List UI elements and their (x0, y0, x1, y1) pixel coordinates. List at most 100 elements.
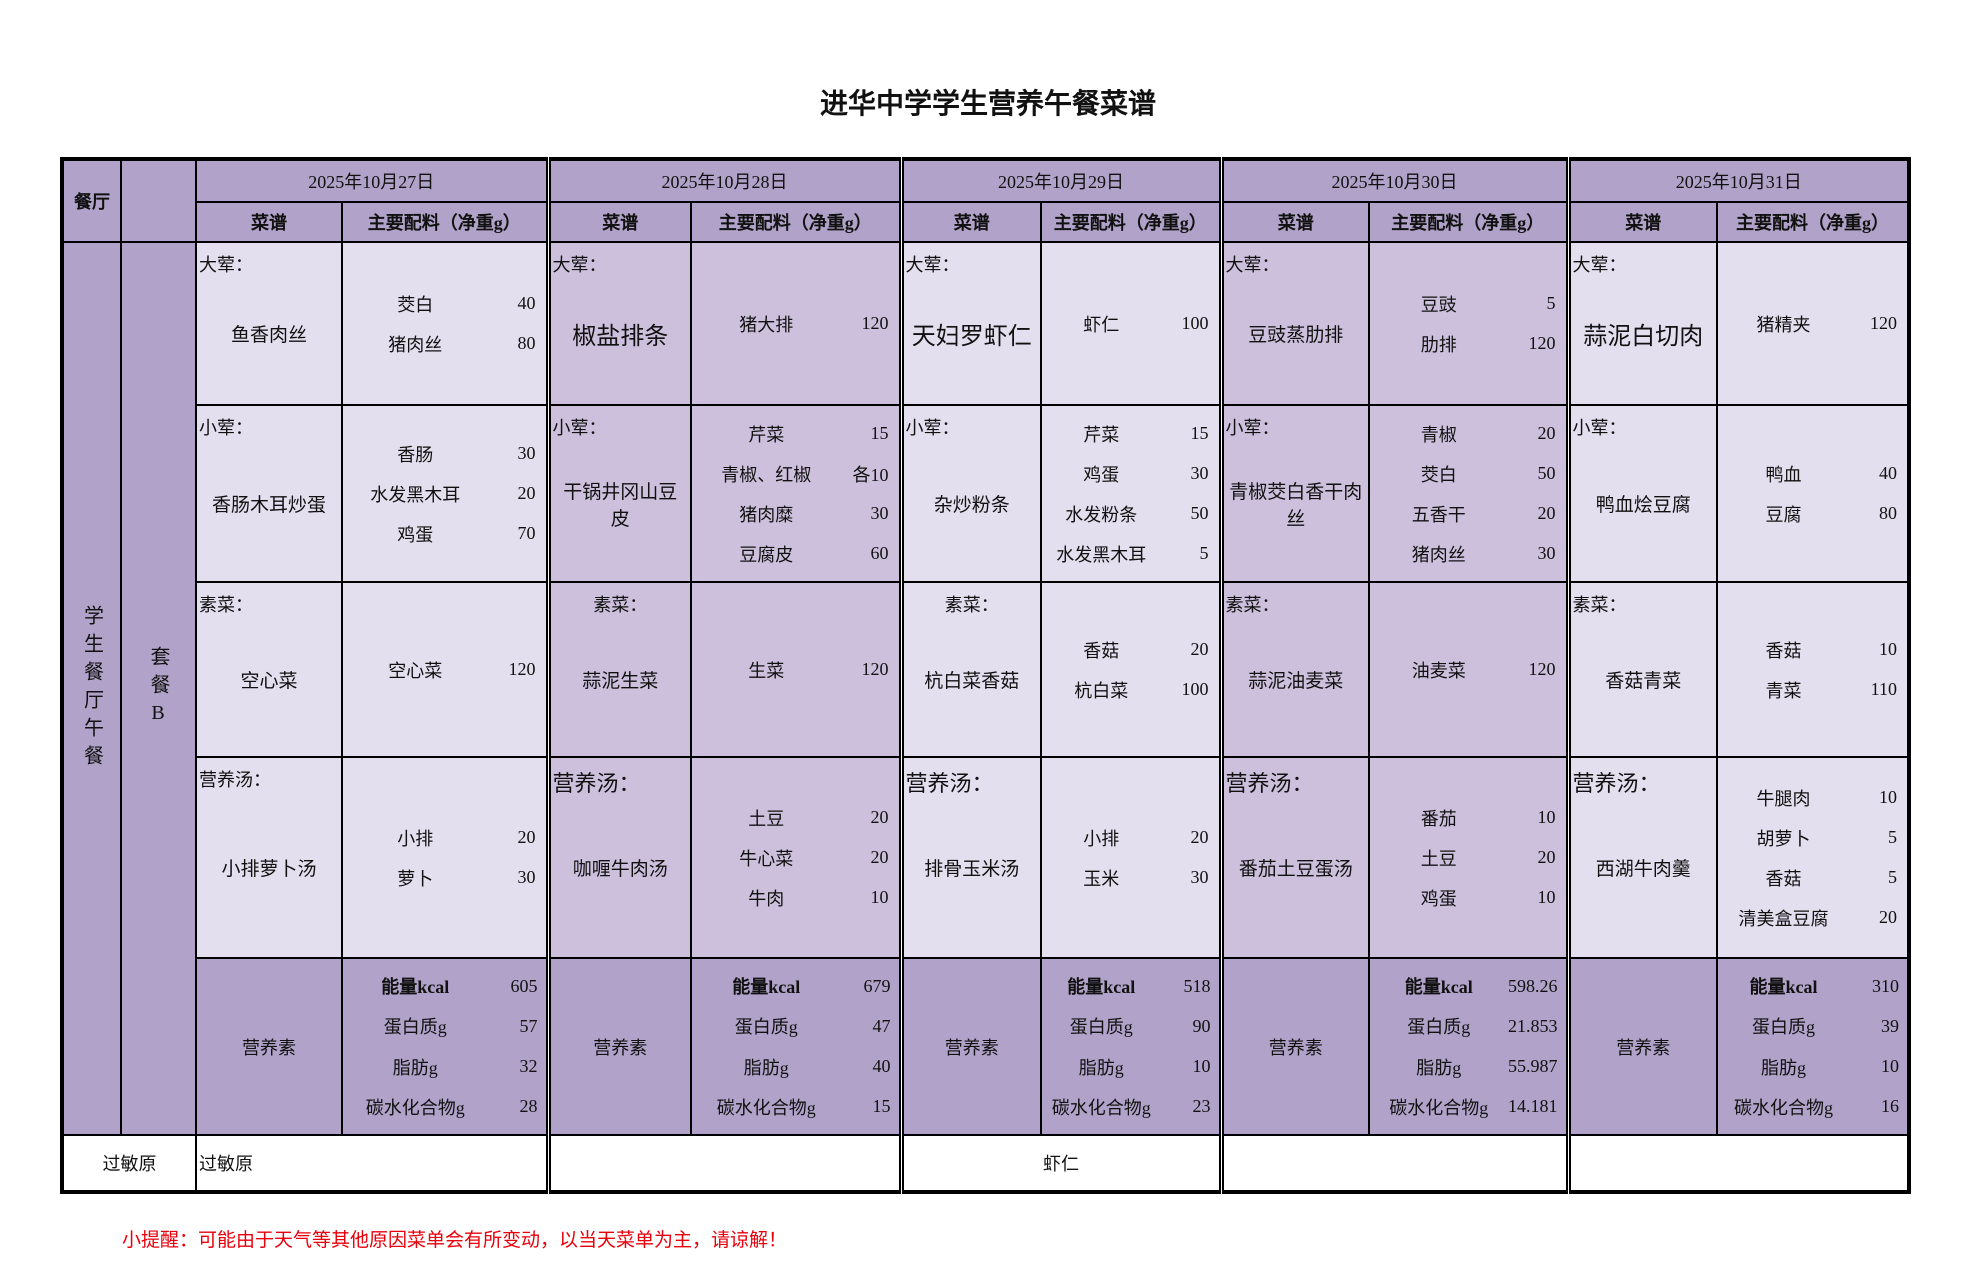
ingredient-name: 青椒 (1420, 424, 1457, 445)
ingredient-amount: 120 (1870, 313, 1897, 333)
nutrition-item: 碳水化合物g 16 (1722, 1094, 1903, 1120)
date-row: 餐厅 2025年10月27日 2025年10月28日 2025年10月29日 2025年… (61, 158, 1910, 243)
ingredient-name: 肋排 (1420, 334, 1457, 355)
dish-category: 小荤： (199, 418, 253, 438)
dish-cell: 小荤： 鸭血烩豆腐 (1565, 404, 1718, 583)
dish-category: 营养汤： (1572, 771, 1661, 796)
ingredient-column-header: 主要配料（净重g） (1716, 201, 1910, 243)
nutrition-item: 蛋白质g 21.853 (1374, 1013, 1562, 1039)
nutrition-list: 能量kcal 679 蛋白质g 47 脂肪g 40 碳水化合物g 15 (692, 960, 899, 1133)
ingredients-cell: 番茄 10 土豆 20 鸡蛋 10 (1368, 756, 1569, 959)
ingredient-name: 萝卜 (397, 868, 434, 889)
dish-name: 香肠木耳炒蛋 (211, 495, 326, 516)
ingredient-item: 香菇 10 (1724, 637, 1901, 663)
nutrient-name: 脂肪g (743, 1057, 789, 1078)
dish-name: 天妇罗虾仁 (911, 324, 1032, 350)
dish-category: 大荤： (1225, 255, 1280, 275)
dish-name: 空心菜 (240, 671, 298, 692)
dish-category: 素菜： (593, 595, 648, 615)
ingredient-name: 小排 (397, 828, 434, 849)
dish-cell: 素菜： 空心菜 (195, 581, 343, 758)
ingredient-name: 油麦菜 (1411, 660, 1466, 681)
ingredients-cell: 虾仁 100 (1040, 241, 1222, 406)
dish-cell: 小荤： 杂炒粉条 (898, 404, 1042, 583)
dish-cell: 素菜： 蒜泥油麦菜 (1218, 581, 1370, 758)
row-vegetable: 素菜： 空心菜 空心菜 120 素菜： 蒜泥生菜 生菜 120 素菜： 杭白菜香菇 香菇 20 杭白菜 1… (62, 581, 1910, 758)
nutrition-item: 能量kcal 518 (1046, 973, 1215, 999)
ingredient-item: 小排 20 (349, 825, 540, 851)
nutrient-value: 55.987 (1508, 1056, 1558, 1077)
ingredient-amount: 20 (870, 807, 889, 827)
ingredient-amount: 30 (1190, 867, 1209, 887)
allergen-cell: 虾仁 (898, 1134, 1222, 1193)
ingredient-amount: 20 (870, 847, 889, 867)
ingredient-list: 香肠 30 水发黑木耳 20 鸡蛋 70 (343, 408, 546, 579)
nutrition-item: 脂肪g 10 (1046, 1054, 1215, 1080)
dish-cell: 素菜： 蒜泥生菜 (545, 581, 692, 758)
ingredients-cell: 鸭血 40 豆腐 80 (1716, 404, 1910, 583)
set-meal-cell: 套餐B (120, 241, 197, 1136)
ingredient-name: 豆豉 (1420, 294, 1457, 315)
ingredient-amount: 15 (1190, 423, 1209, 443)
ingredient-name: 番茄 (1420, 808, 1457, 829)
ingredient-name: 空心菜 (388, 660, 443, 681)
dish-cell: 大荤： 豆豉蒸肋排 (1218, 241, 1370, 406)
ingredient-amount: 20 (1190, 827, 1209, 847)
ingredient-name: 水发粉条 (1065, 504, 1138, 525)
ingredient-item: 小排 20 (1048, 825, 1213, 851)
ingredient-name: 胡萝卜 (1756, 828, 1811, 849)
ingredient-amount: 5 (1888, 827, 1897, 847)
nutrient-value: 57 (519, 1015, 538, 1036)
nutrition-values-cell: 能量kcal 679 蛋白质g 47 脂肪g 40 碳水化合物g 15 (690, 957, 902, 1136)
nutrient-name: 能量kcal (1749, 977, 1818, 998)
nutrient-value: 16 (1881, 1096, 1899, 1117)
ingredient-list: 番茄 10 土豆 20 鸡蛋 10 (1370, 760, 1566, 955)
nutrition-label: 营养素 (545, 957, 692, 1136)
nutrient-value: 39 (1881, 1015, 1899, 1036)
ingredient-item: 水发黑木耳 20 (349, 481, 540, 507)
nutrient-name: 碳水化合物g (1389, 1097, 1489, 1118)
nutrition-item: 脂肪g 10 (1722, 1054, 1903, 1080)
dish-category: 小荤： (1572, 418, 1627, 438)
set-header (120, 158, 197, 243)
ingredient-amount: 5 (1888, 867, 1897, 887)
nutrition-values-cell: 能量kcal 310 蛋白质g 39 脂肪g 10 碳水化合物g 16 (1716, 957, 1910, 1136)
nutrient-value: 605 (510, 975, 538, 996)
ingredient-list: 油麦菜 120 (1370, 585, 1566, 754)
nutrient-value: 10 (1192, 1056, 1211, 1077)
canteen-name: 学生餐厅午餐 (80, 604, 103, 773)
nutrition-item: 能量kcal 310 (1722, 973, 1903, 999)
dish-name: 鱼香肉丝 (230, 325, 307, 346)
nutrition-values-cell: 能量kcal 598.26 蛋白质g 21.853 脂肪g 55.987 碳水化合物g 14.… (1368, 957, 1569, 1136)
canteen-name-cell: 学生餐厅午餐 (61, 241, 122, 1136)
ingredient-item: 虾仁 100 (1048, 311, 1213, 337)
dish-cell: 营养汤： 西湖牛肉羹 (1565, 756, 1718, 959)
dish-name: 咖喱牛肉汤 (572, 859, 668, 880)
nutrient-name: 蛋白质g (734, 1017, 798, 1038)
ingredient-amount: 60 (870, 543, 889, 563)
ingredient-item: 芹菜 15 (698, 421, 893, 447)
dish-name: 西湖牛肉羹 (1595, 859, 1691, 880)
ingredient-amount: 70 (517, 523, 536, 543)
ingredient-name: 猪肉丝 (1411, 544, 1466, 565)
ingredient-item: 杭白菜 100 (1048, 677, 1213, 703)
row-side-meat: 小荤： 香肠木耳炒蛋 香肠 30 水发黑木耳 20 鸡蛋 70 小荤： 干锅井冈山豆皮 芹菜 15 青椒… (62, 404, 1910, 583)
nutrition-list: 能量kcal 518 蛋白质g 90 脂肪g 10 碳水化合物g 23 (1042, 960, 1219, 1133)
dish-name: 杂炒粉条 (933, 495, 1010, 516)
ingredient-item: 猪肉糜 30 (698, 501, 893, 527)
dish-name: 番茄土豆蛋汤 (1238, 859, 1353, 880)
ingredient-item: 鸡蛋 10 (1376, 885, 1560, 911)
ingredient-amount: 10 (1537, 807, 1556, 827)
ingredient-list: 香菇 10 青菜 110 (1718, 585, 1907, 754)
dish-column-header: 菜谱 (545, 201, 692, 243)
ingredients-cell: 空心菜 120 (341, 581, 549, 758)
nutrient-name: 蛋白质g (1407, 1017, 1471, 1038)
date-header: 2025年10月28日 (545, 158, 902, 203)
ingredient-amount: 5 (1546, 293, 1556, 313)
dish-category: 大荤： (905, 255, 960, 275)
dish-cell: 营养汤： 咖喱牛肉汤 (545, 756, 692, 959)
nutrient-name: 能量kcal (1067, 977, 1136, 998)
ingredient-name: 虾仁 (1083, 314, 1120, 335)
ingredient-name: 鸡蛋 (1083, 464, 1120, 485)
dish-column-header: 菜谱 (1218, 201, 1370, 243)
